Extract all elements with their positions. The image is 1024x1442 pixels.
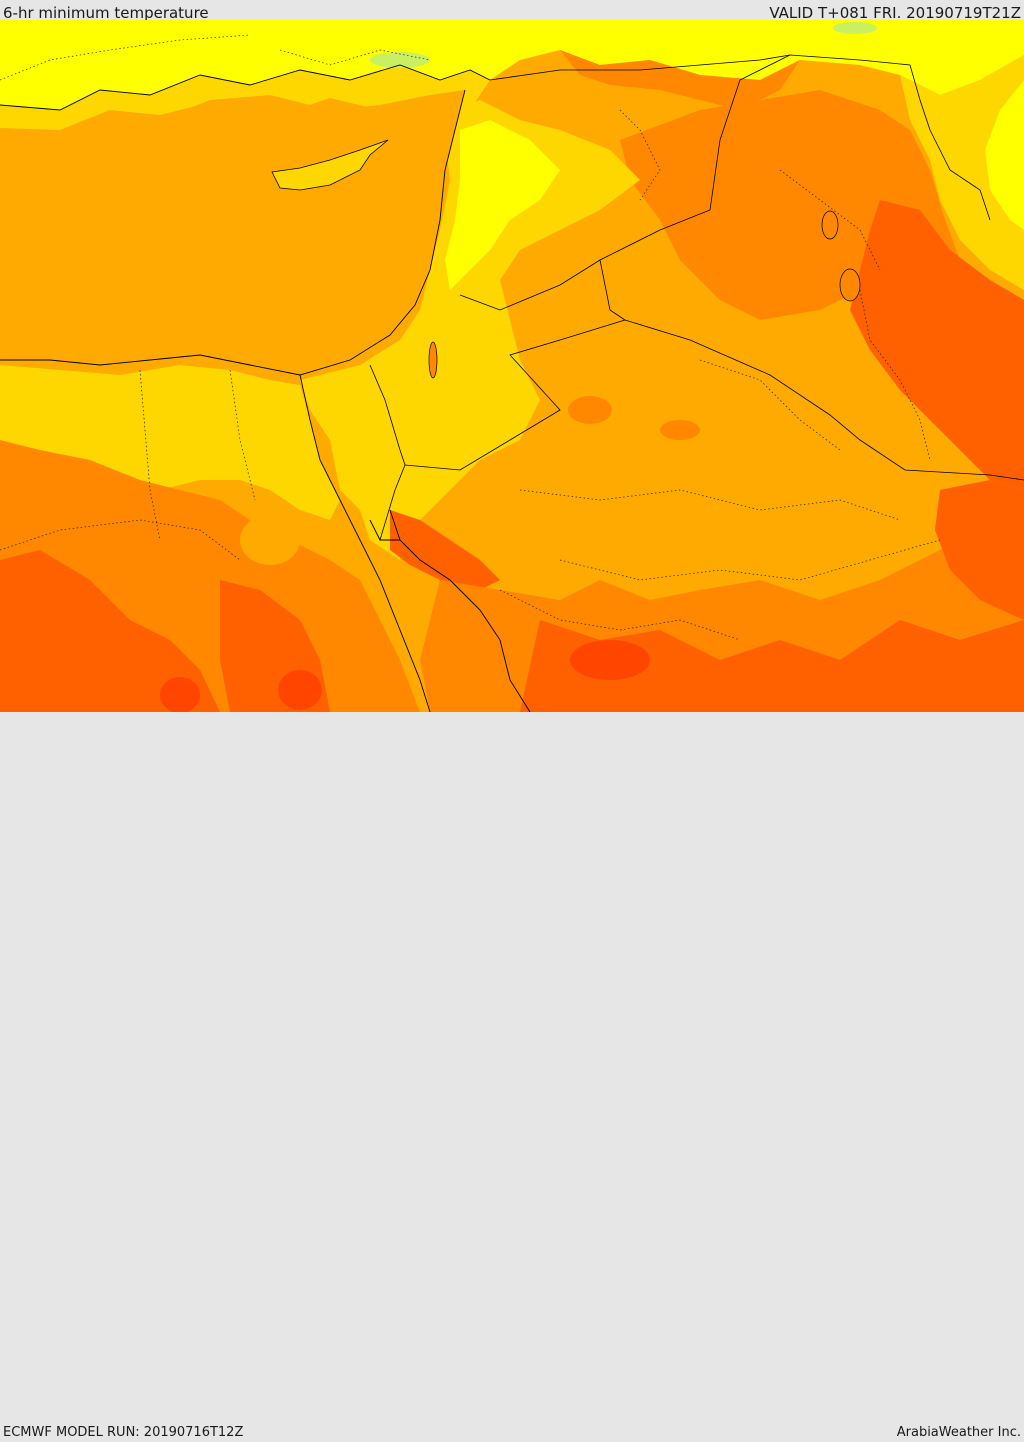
zone-green-north-2	[833, 22, 877, 34]
zone-dark-saudi	[520, 620, 1024, 712]
zone-orange-patch	[568, 396, 612, 424]
footer-bar: ECMWF MODEL RUN: 20190716T12Z ArabiaWeat…	[0, 712, 1024, 1440]
model-run: ECMWF MODEL RUN: 20190716T12Z	[3, 1425, 244, 1440]
provider-credit: ArabiaWeather Inc.	[896, 1425, 1021, 1440]
zone-red-egypt-2	[278, 670, 322, 710]
map-title: 6-hr minimum temperature	[3, 4, 209, 22]
country-borders	[369, 54, 1024, 541]
valid-time: VALID T+081 FRI. 20190719T21Z	[769, 4, 1021, 22]
admin-borders	[0, 34, 941, 641]
zone-red-egypt	[160, 677, 200, 712]
zone-yellow-north	[0, 20, 1024, 110]
zone-gold-ne	[900, 55, 1024, 290]
header-bar: 6-hr minimum temperature VALID T+081 FRI…	[0, 0, 1024, 22]
zone-yellow-levant	[445, 120, 560, 290]
zone-gold-levant	[300, 100, 640, 560]
temperature-map	[0, 20, 1024, 712]
zone-gold-egypt	[0, 365, 340, 520]
zone-dark-iraq	[850, 200, 1024, 490]
zone-red-saudi	[570, 640, 650, 680]
zone-dark-saudi-east	[935, 480, 1024, 620]
lake-tharthar	[821, 210, 839, 240]
zone-dark-redsea	[390, 510, 500, 595]
coastlines	[0, 64, 531, 712]
zone-orange-north	[560, 50, 800, 110]
zone-dark-egypt	[0, 550, 220, 712]
zone-gold-egypt-patch	[240, 515, 300, 565]
zone-green-north	[370, 52, 430, 68]
zone-amber-saudi	[590, 500, 810, 580]
dead-sea	[428, 341, 438, 379]
cyprus-island	[271, 139, 389, 191]
zone-yellow-ne	[985, 80, 1024, 230]
zone-orange-patch-2	[660, 420, 700, 440]
lake-razzaza	[839, 268, 861, 302]
